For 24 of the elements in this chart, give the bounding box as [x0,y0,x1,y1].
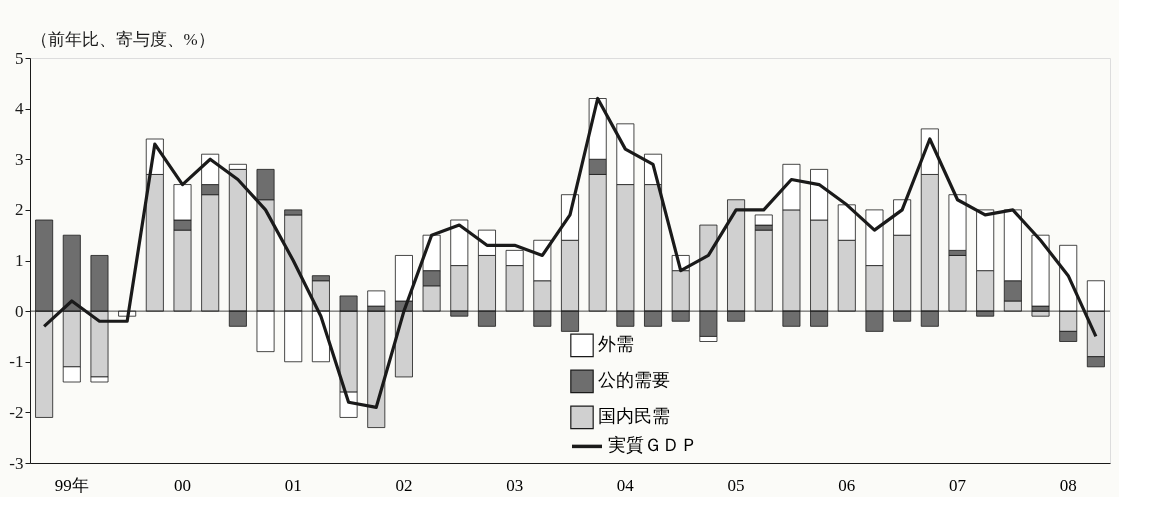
x-tick-label: 01 [284,475,302,495]
y-tick-label: 5 [15,48,24,68]
x-tick-label: 06 [838,475,856,495]
x-tick-label: 08 [1059,475,1077,495]
y-tick-label: 3 [15,149,24,169]
x-tick-label: 03 [506,475,524,495]
legend-label: 実質ＧＤＰ [608,435,698,456]
y-tick-label: -1 [9,352,24,372]
y-tick-label: 1 [15,251,24,270]
x-tick-label: 04 [616,475,635,495]
y-tick-label: 2 [15,200,24,220]
x-tick-label: 02 [395,475,413,495]
y-tick-label: 4 [15,99,24,119]
x-tick-label: 07 [948,475,967,495]
x-tick-label: 05 [727,475,745,495]
y-axis-title: （前年比、寄与度、%） [30,29,215,49]
legend-label: 国内民需 [598,406,670,427]
x-tick-label: 99年 [54,475,89,495]
y-tick-label: 0 [15,301,24,321]
x-tick-label: 00 [174,475,192,495]
legend-label: 外需 [598,334,634,355]
y-tick-label: -3 [9,453,24,473]
y-tick-label: -2 [9,402,24,422]
legend-label: 公的需要 [598,370,670,391]
